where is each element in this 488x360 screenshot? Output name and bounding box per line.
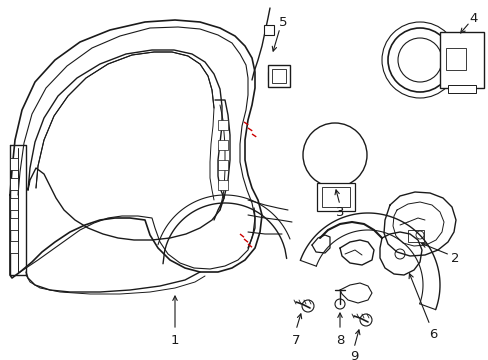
Text: 8: 8 xyxy=(335,333,344,346)
Bar xyxy=(264,25,273,35)
Bar xyxy=(10,218,18,230)
Bar xyxy=(439,32,483,88)
Bar xyxy=(407,230,423,242)
Text: 7: 7 xyxy=(291,333,300,346)
Bar xyxy=(218,160,227,170)
Bar xyxy=(267,65,289,87)
Bar xyxy=(316,183,354,211)
Circle shape xyxy=(303,123,366,187)
Bar xyxy=(445,48,465,70)
Text: 2: 2 xyxy=(450,252,458,265)
Bar xyxy=(321,187,349,207)
Bar xyxy=(218,180,227,190)
Bar xyxy=(218,120,227,130)
Bar xyxy=(218,140,227,150)
Bar xyxy=(10,241,18,253)
Bar xyxy=(271,69,285,83)
Text: 9: 9 xyxy=(349,350,357,360)
Text: 5: 5 xyxy=(278,15,286,28)
Circle shape xyxy=(387,28,451,92)
Text: 3: 3 xyxy=(335,206,344,219)
Text: 1: 1 xyxy=(170,333,179,346)
Text: 6: 6 xyxy=(428,328,436,341)
Bar xyxy=(10,198,18,210)
Bar xyxy=(10,178,18,190)
Bar xyxy=(447,85,475,93)
Text: 4: 4 xyxy=(469,12,477,24)
Bar xyxy=(10,158,18,170)
